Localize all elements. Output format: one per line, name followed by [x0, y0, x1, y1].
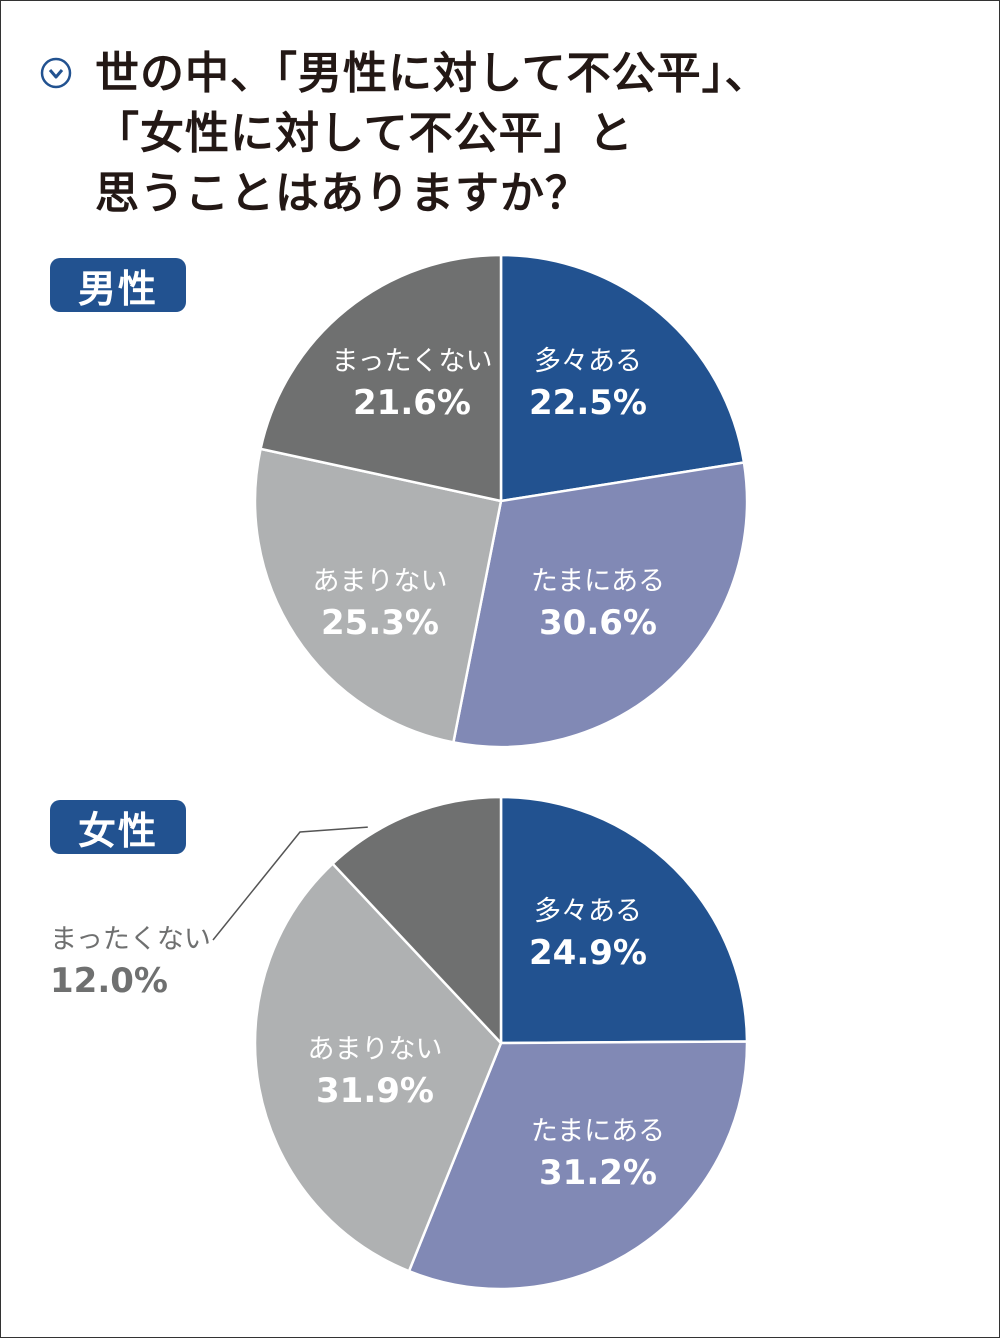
- slice-rarely-label: あまりない: [308, 1034, 443, 1065]
- slice-never: [259, 253, 503, 503]
- slice-never-value: 12.0%: [50, 961, 168, 1001]
- male-badge: 男性: [50, 258, 186, 312]
- slice-rarely-value: 25.3%: [321, 603, 439, 643]
- chevron-down-circle-icon: [40, 57, 72, 89]
- slice-sometimes-label: たまにある: [531, 566, 665, 597]
- slice-frequent-label: 多々ある: [534, 346, 642, 377]
- slice-never-label: まったくない: [50, 924, 211, 955]
- slice-rarely: [253, 862, 503, 1273]
- slice-frequent-label: 多々ある: [534, 896, 642, 927]
- question-title: 世の中、「男性に対して不公平」、 「女性に対して不公平」と 思うことはありますか…: [95, 44, 770, 224]
- slice-frequent-value: 22.5%: [529, 383, 647, 423]
- slice-rarely-value: 31.9%: [316, 1071, 434, 1111]
- title-line-1: 世の中、「男性に対して不公平」、: [95, 48, 770, 99]
- slice-sometimes: [407, 1040, 749, 1291]
- slice-rarely: [253, 447, 503, 744]
- slice-frequent: [499, 795, 749, 1045]
- female-badge: 女性: [50, 800, 186, 854]
- slice-sometimes-value: 31.2%: [539, 1153, 657, 1193]
- leader-line: [212, 826, 368, 941]
- slice-rarely-label: あまりない: [313, 566, 448, 597]
- slice-never-value: 21.6%: [353, 383, 471, 423]
- title-line-2: 「女性に対して不公平」と: [95, 108, 634, 159]
- slice-sometimes-value: 30.6%: [539, 603, 657, 643]
- slice-never: [331, 795, 503, 1045]
- slice-sometimes-label: たまにある: [531, 1116, 665, 1147]
- female-pie-chart: 多々ある 24.9% たまにある 31.2% あまりない 31.9% まったくない 12.0%: [50, 795, 749, 1291]
- slice-never-label: まったくない: [332, 346, 493, 377]
- slice-sometimes: [452, 461, 749, 749]
- slice-frequent-value: 24.9%: [529, 933, 647, 973]
- male-pie-chart: 多々ある 22.5% たまにある 30.6% あまりない 25.3% まったくない 21.6%: [253, 253, 749, 749]
- slice-frequent: [499, 253, 746, 503]
- title-line-3: 思うことはありますか？: [95, 168, 590, 219]
